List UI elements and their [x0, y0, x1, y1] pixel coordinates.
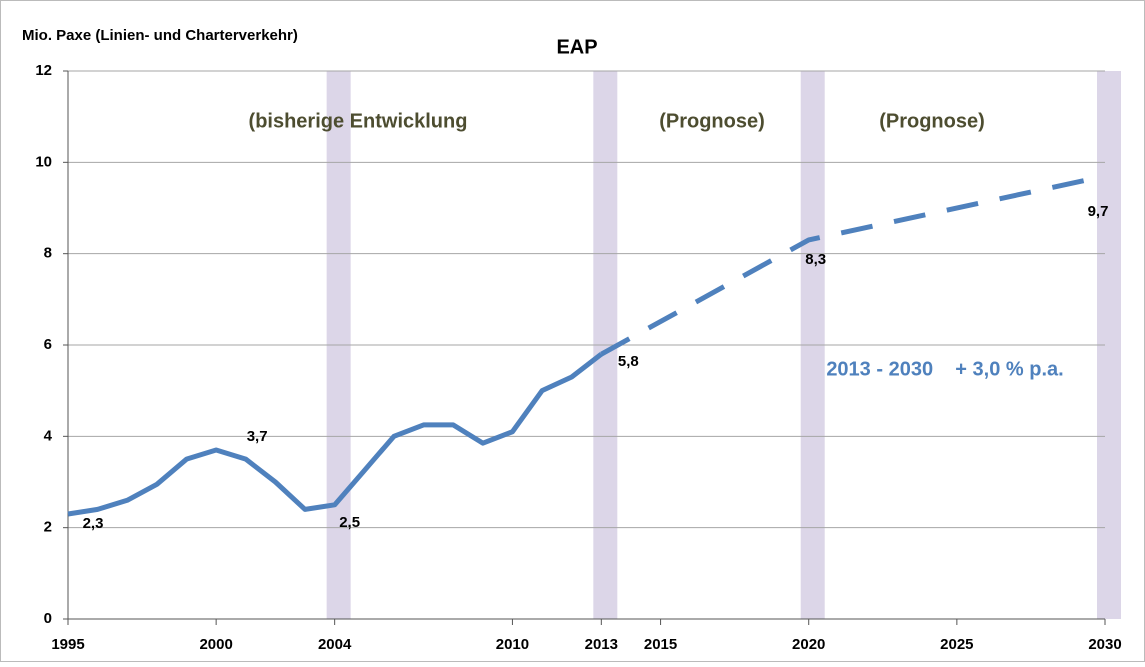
data-label: 2,5: [339, 514, 360, 531]
x-tick-label: 2000: [199, 636, 232, 653]
y-tick-label: 2: [44, 519, 52, 536]
x-tick-label: 2010: [496, 636, 529, 653]
annotation: (Prognose): [659, 110, 765, 132]
annotation: (Prognose): [879, 110, 985, 132]
y-tick-label: 10: [35, 153, 52, 170]
chart-title: EAP: [556, 36, 597, 58]
y-tick-label: 0: [44, 610, 52, 627]
x-tick-label: 2020: [792, 636, 825, 653]
data-label: 2,3: [83, 515, 104, 532]
x-tick-label: 1995: [51, 636, 84, 653]
y-tick-label: 4: [44, 427, 53, 444]
data-label: 5,8: [618, 353, 639, 370]
y-tick-label: 8: [44, 245, 52, 262]
x-tick-label: 2004: [318, 636, 352, 653]
x-tick-label: 2013: [585, 636, 618, 653]
annotation: 2013 - 2030 + 3,0 % p.a.: [826, 358, 1063, 380]
y-tick-label: 12: [35, 62, 52, 79]
series-line: [67, 352, 603, 517]
x-tick-label: 2030: [1088, 636, 1121, 653]
y-tick-label: 6: [44, 336, 52, 353]
y-axis-label: Mio. Paxe (Linien- und Charterverkehr): [22, 27, 298, 44]
x-tick-label: 2015: [644, 636, 677, 653]
annotation: (bisherige Entwicklung: [249, 110, 468, 132]
data-label: 8,3: [805, 251, 826, 268]
data-label: 3,7: [247, 428, 268, 445]
data-label: 9,7: [1088, 203, 1109, 220]
x-tick-label: 2025: [940, 636, 973, 653]
series-line: [600, 173, 1106, 357]
